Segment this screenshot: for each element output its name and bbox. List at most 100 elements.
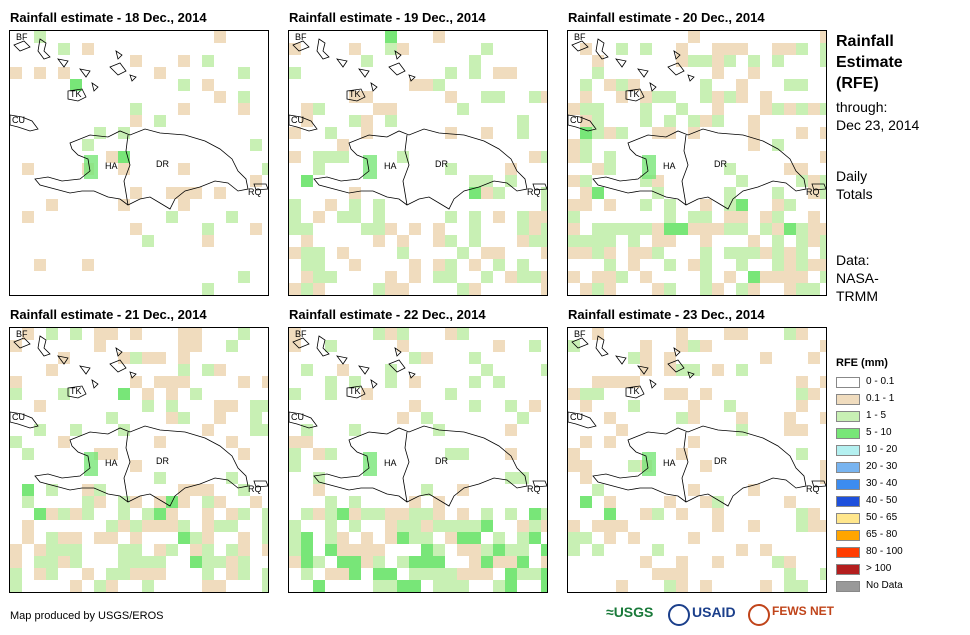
rainfall-cell <box>568 532 580 544</box>
rainfall-cell <box>154 472 166 484</box>
rainfall-cell <box>409 508 421 520</box>
rainfall-cell <box>736 328 748 340</box>
rainfall-cell <box>481 187 493 199</box>
coastline <box>571 40 589 52</box>
rainfall-cell <box>202 223 214 235</box>
rainfall-cell <box>481 520 493 532</box>
rainfall-cell <box>202 484 214 496</box>
rainfall-cell <box>130 532 142 544</box>
rainfall-cell <box>313 484 325 496</box>
rainfall-cell <box>166 412 178 424</box>
rainfall-cell <box>517 211 529 223</box>
rainfall-cell <box>604 283 616 295</box>
rainfall-cell <box>724 328 736 340</box>
rainfall-cell <box>640 271 652 283</box>
rainfall-cell <box>70 556 82 568</box>
rainfall-cell <box>469 223 481 235</box>
panel-title: Rainfall estimate - 23 Dec., 2014 <box>568 307 765 322</box>
rainfall-cell <box>820 259 826 271</box>
rainfall-cell <box>349 544 361 556</box>
rainfall-cell <box>238 544 250 556</box>
rainfall-cell <box>433 568 445 580</box>
rainfall-cell <box>664 127 676 139</box>
rainfall-cell <box>313 247 325 259</box>
rainfall-cell <box>640 103 652 115</box>
coastline <box>109 359 127 373</box>
rainfall-cell <box>445 211 457 223</box>
rainfall-cell <box>58 67 70 79</box>
rainfall-cell <box>433 235 445 247</box>
rainfall-cell <box>664 388 676 400</box>
rainfall-cell <box>238 103 250 115</box>
rainfall-cell <box>226 544 238 556</box>
coastline <box>253 183 268 191</box>
rainfall-cell <box>640 199 652 211</box>
rainfall-cell <box>226 568 238 580</box>
rainfall-cell <box>457 103 469 115</box>
rainfall-cell <box>469 556 481 568</box>
rainfall-cell <box>250 424 262 436</box>
rainfall-cell <box>529 151 541 163</box>
rainfall-cell <box>385 508 397 520</box>
rainfall-cell <box>397 580 409 592</box>
through-label: through: <box>836 99 888 115</box>
rainfall-cell <box>289 223 301 235</box>
coastline <box>336 355 348 365</box>
rainfall-cell <box>568 544 580 556</box>
rainfall-cell <box>628 235 640 247</box>
rainfall-map <box>289 328 547 592</box>
fewsnet-logo: FEWS NET <box>772 604 834 618</box>
country-border <box>123 431 131 503</box>
rainfall-cell <box>214 520 226 532</box>
rainfall-cell <box>238 532 250 544</box>
rainfall-cell <box>604 235 616 247</box>
rainfall-cell <box>154 496 166 508</box>
rainfall-cell <box>385 43 397 55</box>
rainfall-cell <box>313 103 325 115</box>
rainfall-cell <box>700 271 712 283</box>
rainfall-cell <box>736 364 748 376</box>
rainfall-cell <box>652 91 664 103</box>
coastline <box>346 385 366 399</box>
rainfall-cell <box>820 376 826 388</box>
rainfall-cell <box>433 79 445 91</box>
panel-title: Rainfall estimate - 19 Dec., 2014 <box>289 10 486 25</box>
coastline <box>649 379 657 389</box>
rainfall-cell <box>106 580 118 592</box>
rainfall-cell <box>529 520 541 532</box>
rainfall-cell <box>568 448 580 460</box>
legend-title: RFE (mm) <box>836 357 888 369</box>
rainfall-cell <box>541 508 547 520</box>
map-label-dr: DR <box>714 456 727 466</box>
fewsnet-globe-icon <box>748 604 770 626</box>
rainfall-cell <box>748 55 760 67</box>
rainfall-cell <box>349 520 361 532</box>
coastline <box>79 365 91 375</box>
rainfall-cell <box>457 580 469 592</box>
rainfall-cell <box>808 259 820 271</box>
rainfall-cell <box>700 580 712 592</box>
rainfall-cell <box>592 67 604 79</box>
rainfall-cell <box>796 376 808 388</box>
rainfall-cell <box>640 43 652 55</box>
rainfall-cell <box>301 103 313 115</box>
coastline <box>292 337 310 349</box>
rainfall-cell <box>568 235 580 247</box>
rainfall-cell <box>592 520 604 532</box>
rainfall-map <box>568 31 826 295</box>
rainfall-cell <box>505 163 517 175</box>
rainfall-cell <box>421 532 433 544</box>
rainfall-cell <box>301 532 313 544</box>
rainfall-cell <box>433 520 445 532</box>
rainfall-cell <box>397 151 409 163</box>
rainfall-cell <box>592 127 604 139</box>
rainfall-cell <box>154 556 166 568</box>
rainfall-cell <box>118 520 130 532</box>
rainfall-cell <box>688 532 700 544</box>
rainfall-cell <box>796 259 808 271</box>
rainfall-cell <box>385 31 397 43</box>
rainfall-cell <box>481 508 493 520</box>
map-label-ha: HA <box>384 458 397 468</box>
rainfall-cell <box>493 532 505 544</box>
rainfall-cell <box>10 376 22 388</box>
